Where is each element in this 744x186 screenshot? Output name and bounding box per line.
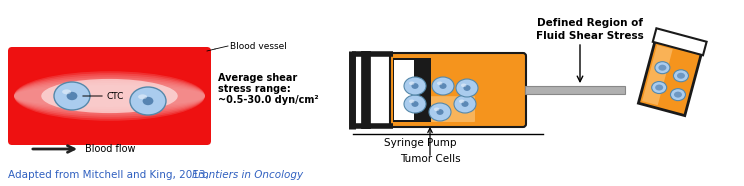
Bar	[525, 86, 625, 94]
Ellipse shape	[437, 109, 443, 115]
Ellipse shape	[409, 81, 414, 85]
Ellipse shape	[652, 81, 667, 94]
Polygon shape	[638, 40, 702, 116]
Ellipse shape	[411, 83, 419, 89]
Ellipse shape	[143, 97, 153, 105]
Ellipse shape	[440, 83, 446, 89]
Ellipse shape	[41, 79, 178, 113]
Ellipse shape	[404, 77, 426, 95]
Ellipse shape	[130, 87, 166, 115]
Ellipse shape	[464, 85, 470, 91]
Text: Tumor Cells: Tumor Cells	[400, 154, 461, 164]
Ellipse shape	[14, 71, 205, 121]
Text: Fluid Shear Stress: Fluid Shear Stress	[536, 31, 644, 41]
Ellipse shape	[655, 62, 670, 74]
Ellipse shape	[673, 70, 688, 82]
Ellipse shape	[674, 92, 682, 98]
Ellipse shape	[432, 77, 454, 95]
Ellipse shape	[411, 101, 419, 107]
Text: Average shear: Average shear	[218, 73, 298, 83]
Ellipse shape	[454, 95, 476, 113]
Ellipse shape	[461, 101, 469, 107]
Ellipse shape	[456, 79, 478, 97]
Ellipse shape	[434, 108, 440, 111]
Text: Blood flow: Blood flow	[85, 144, 135, 154]
Ellipse shape	[655, 84, 663, 91]
Ellipse shape	[429, 103, 451, 121]
Ellipse shape	[459, 100, 464, 103]
Ellipse shape	[14, 83, 205, 109]
Ellipse shape	[54, 82, 90, 110]
Ellipse shape	[461, 84, 466, 87]
Ellipse shape	[14, 75, 205, 117]
Text: stress range:: stress range:	[218, 84, 291, 94]
Ellipse shape	[14, 81, 205, 111]
Text: Frontiers in Oncology: Frontiers in Oncology	[192, 170, 303, 180]
Text: Blood vessel: Blood vessel	[230, 41, 287, 51]
Ellipse shape	[437, 81, 443, 85]
Ellipse shape	[14, 77, 205, 115]
Ellipse shape	[14, 79, 205, 113]
Polygon shape	[642, 45, 673, 105]
Ellipse shape	[14, 73, 205, 119]
Ellipse shape	[404, 95, 426, 113]
Ellipse shape	[658, 65, 667, 71]
Ellipse shape	[409, 100, 414, 103]
Text: CTC: CTC	[107, 92, 124, 100]
Ellipse shape	[138, 94, 147, 99]
Text: ~0.5-30.0 dyn/cm²: ~0.5-30.0 dyn/cm²	[218, 95, 318, 105]
FancyBboxPatch shape	[395, 96, 475, 122]
Bar	[393, 58, 431, 122]
Ellipse shape	[67, 92, 77, 100]
FancyBboxPatch shape	[8, 47, 211, 145]
Text: Adapted from Mitchell and King, 2013,: Adapted from Mitchell and King, 2013,	[8, 170, 212, 180]
Ellipse shape	[670, 89, 685, 101]
Ellipse shape	[677, 73, 685, 79]
FancyBboxPatch shape	[390, 53, 526, 127]
Polygon shape	[652, 28, 707, 55]
Ellipse shape	[62, 89, 71, 94]
Text: Syringe Pump: Syringe Pump	[384, 138, 456, 148]
Text: Defined Region of: Defined Region of	[537, 18, 643, 28]
Bar	[394, 60, 414, 120]
